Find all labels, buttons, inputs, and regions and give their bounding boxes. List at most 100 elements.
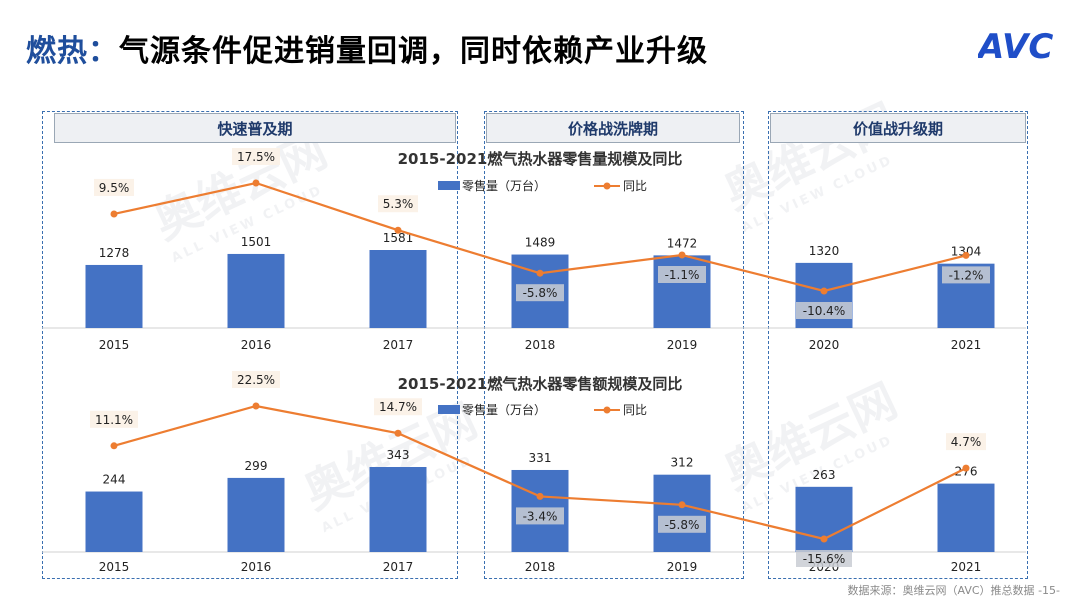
legend-line-label: 同比 (623, 179, 647, 193)
line-value-label: 4.7% (951, 435, 982, 449)
line-label-bg (516, 284, 564, 302)
x-tick-label: 2020 (809, 338, 840, 352)
line-point (110, 210, 118, 218)
x-tick-label: 2018 (525, 560, 556, 574)
line-point (536, 269, 544, 277)
line-label-bg (378, 195, 418, 213)
bar-value-label: 1278 (99, 246, 130, 260)
line-value-label: -1.2% (949, 268, 984, 282)
line-label-bg (946, 433, 986, 451)
bar (937, 483, 995, 552)
chart-title: 2015-2021燃气热水器零售额规模及同比 (398, 375, 683, 393)
bar-value-label: 1501 (241, 235, 272, 249)
line-label-bg (94, 178, 134, 196)
bar (227, 477, 285, 552)
x-tick-label: 2018 (525, 338, 556, 352)
logo-text: AVC (978, 27, 1053, 66)
period-box-2 (484, 111, 744, 579)
line-label-bg (232, 148, 280, 165)
x-tick-label: 2016 (241, 338, 272, 352)
bar-value-label: 263 (813, 468, 836, 482)
bar (227, 253, 285, 328)
line-point (536, 492, 544, 500)
line-point (820, 535, 828, 543)
line-point (820, 287, 828, 295)
title-accent: 燃热： (26, 34, 119, 69)
legend-line-marker (603, 406, 611, 414)
title-text: 气源条件促进销量回调，同时依赖产业升级 (119, 34, 708, 69)
bar (85, 264, 143, 328)
line-value-label: -15.6% (803, 552, 845, 566)
x-tick-label: 2019 (667, 560, 698, 574)
line-point (394, 226, 402, 234)
line-value-label: -5.8% (665, 518, 700, 532)
line-point (252, 402, 260, 410)
period-header-1: 快速普及期 (54, 113, 456, 143)
line-label-bg (658, 515, 706, 533)
line-value-label: 9.5% (99, 181, 130, 195)
line-value-label: 22.5% (237, 373, 275, 387)
period-box-1 (42, 111, 458, 579)
x-tick-label: 2016 (241, 560, 272, 574)
avc-logo: AVC (978, 27, 1053, 66)
bar-value-label: 299 (245, 459, 268, 473)
legend-line-marker (603, 182, 611, 190)
legend-line-label: 同比 (623, 403, 647, 417)
x-tick-label: 2015 (99, 338, 130, 352)
line-point (962, 251, 970, 259)
bar (653, 474, 711, 552)
line-label-bg (658, 266, 706, 283)
period-header-2: 价格战洗牌期 (486, 113, 740, 143)
x-tick-label: 2015 (99, 560, 130, 574)
bar-value-label: 331 (529, 451, 552, 465)
period-box-3 (768, 111, 1028, 579)
line-point (252, 179, 260, 187)
bar (369, 467, 427, 552)
line-label-bg (374, 398, 422, 416)
x-tick-label: 2021 (951, 560, 982, 574)
line-value-label: -3.4% (523, 509, 558, 523)
slide-title: 燃热：气源条件促进销量回调，同时依赖产业升级 (26, 26, 708, 70)
bar-value-label: 343 (387, 448, 410, 462)
line-point (110, 442, 118, 450)
line-point (678, 501, 686, 509)
line-label-bg (232, 371, 280, 388)
line-value-label: -5.8% (523, 286, 558, 300)
page-number: -15- (1038, 584, 1060, 597)
bar-value-label: 312 (671, 456, 694, 470)
bar (369, 250, 427, 328)
x-tick-label: 2021 (951, 338, 982, 352)
source-note: 数据来源：奥维云网（AVC）推总数据 -15- (848, 582, 1060, 598)
line-value-label: -10.4% (803, 304, 845, 318)
bar-value-label: 1581 (383, 231, 414, 245)
line-value-label: 17.5% (237, 150, 275, 164)
x-tick-label: 2019 (667, 338, 698, 352)
legend-bar-label: 零售量（万台） (462, 178, 546, 193)
bar-value-label: 1472 (667, 236, 698, 250)
bar-value-label: 1304 (951, 245, 982, 259)
line-label-bg (942, 266, 990, 284)
line-value-label: 11.1% (95, 413, 133, 427)
line-label-bg (516, 507, 564, 525)
bar (85, 491, 143, 552)
line-point (678, 251, 686, 259)
line-label-bg (796, 550, 852, 567)
x-tick-label: 2017 (383, 560, 414, 574)
bar-value-label: 244 (103, 473, 126, 487)
line-value-label: 5.3% (383, 197, 414, 211)
line-label-bg (796, 302, 852, 319)
bar-value-label: 1320 (809, 244, 840, 258)
line-point (394, 429, 402, 437)
line-point (962, 464, 970, 472)
period-header-3: 价值战升级期 (770, 113, 1026, 143)
chart-title: 2015-2021燃气热水器零售量规模及同比 (398, 150, 683, 168)
line-value-label: 14.7% (379, 400, 417, 414)
bar-value-label: 1489 (525, 236, 556, 250)
legend-bar-swatch (438, 181, 460, 190)
source-text: 数据来源：奥维云网（AVC）推总数据 (847, 584, 1035, 597)
legend-bar-swatch (438, 405, 460, 414)
line-value-label: -1.1% (665, 268, 700, 282)
line-label-bg (90, 410, 138, 428)
x-tick-label: 2017 (383, 338, 414, 352)
